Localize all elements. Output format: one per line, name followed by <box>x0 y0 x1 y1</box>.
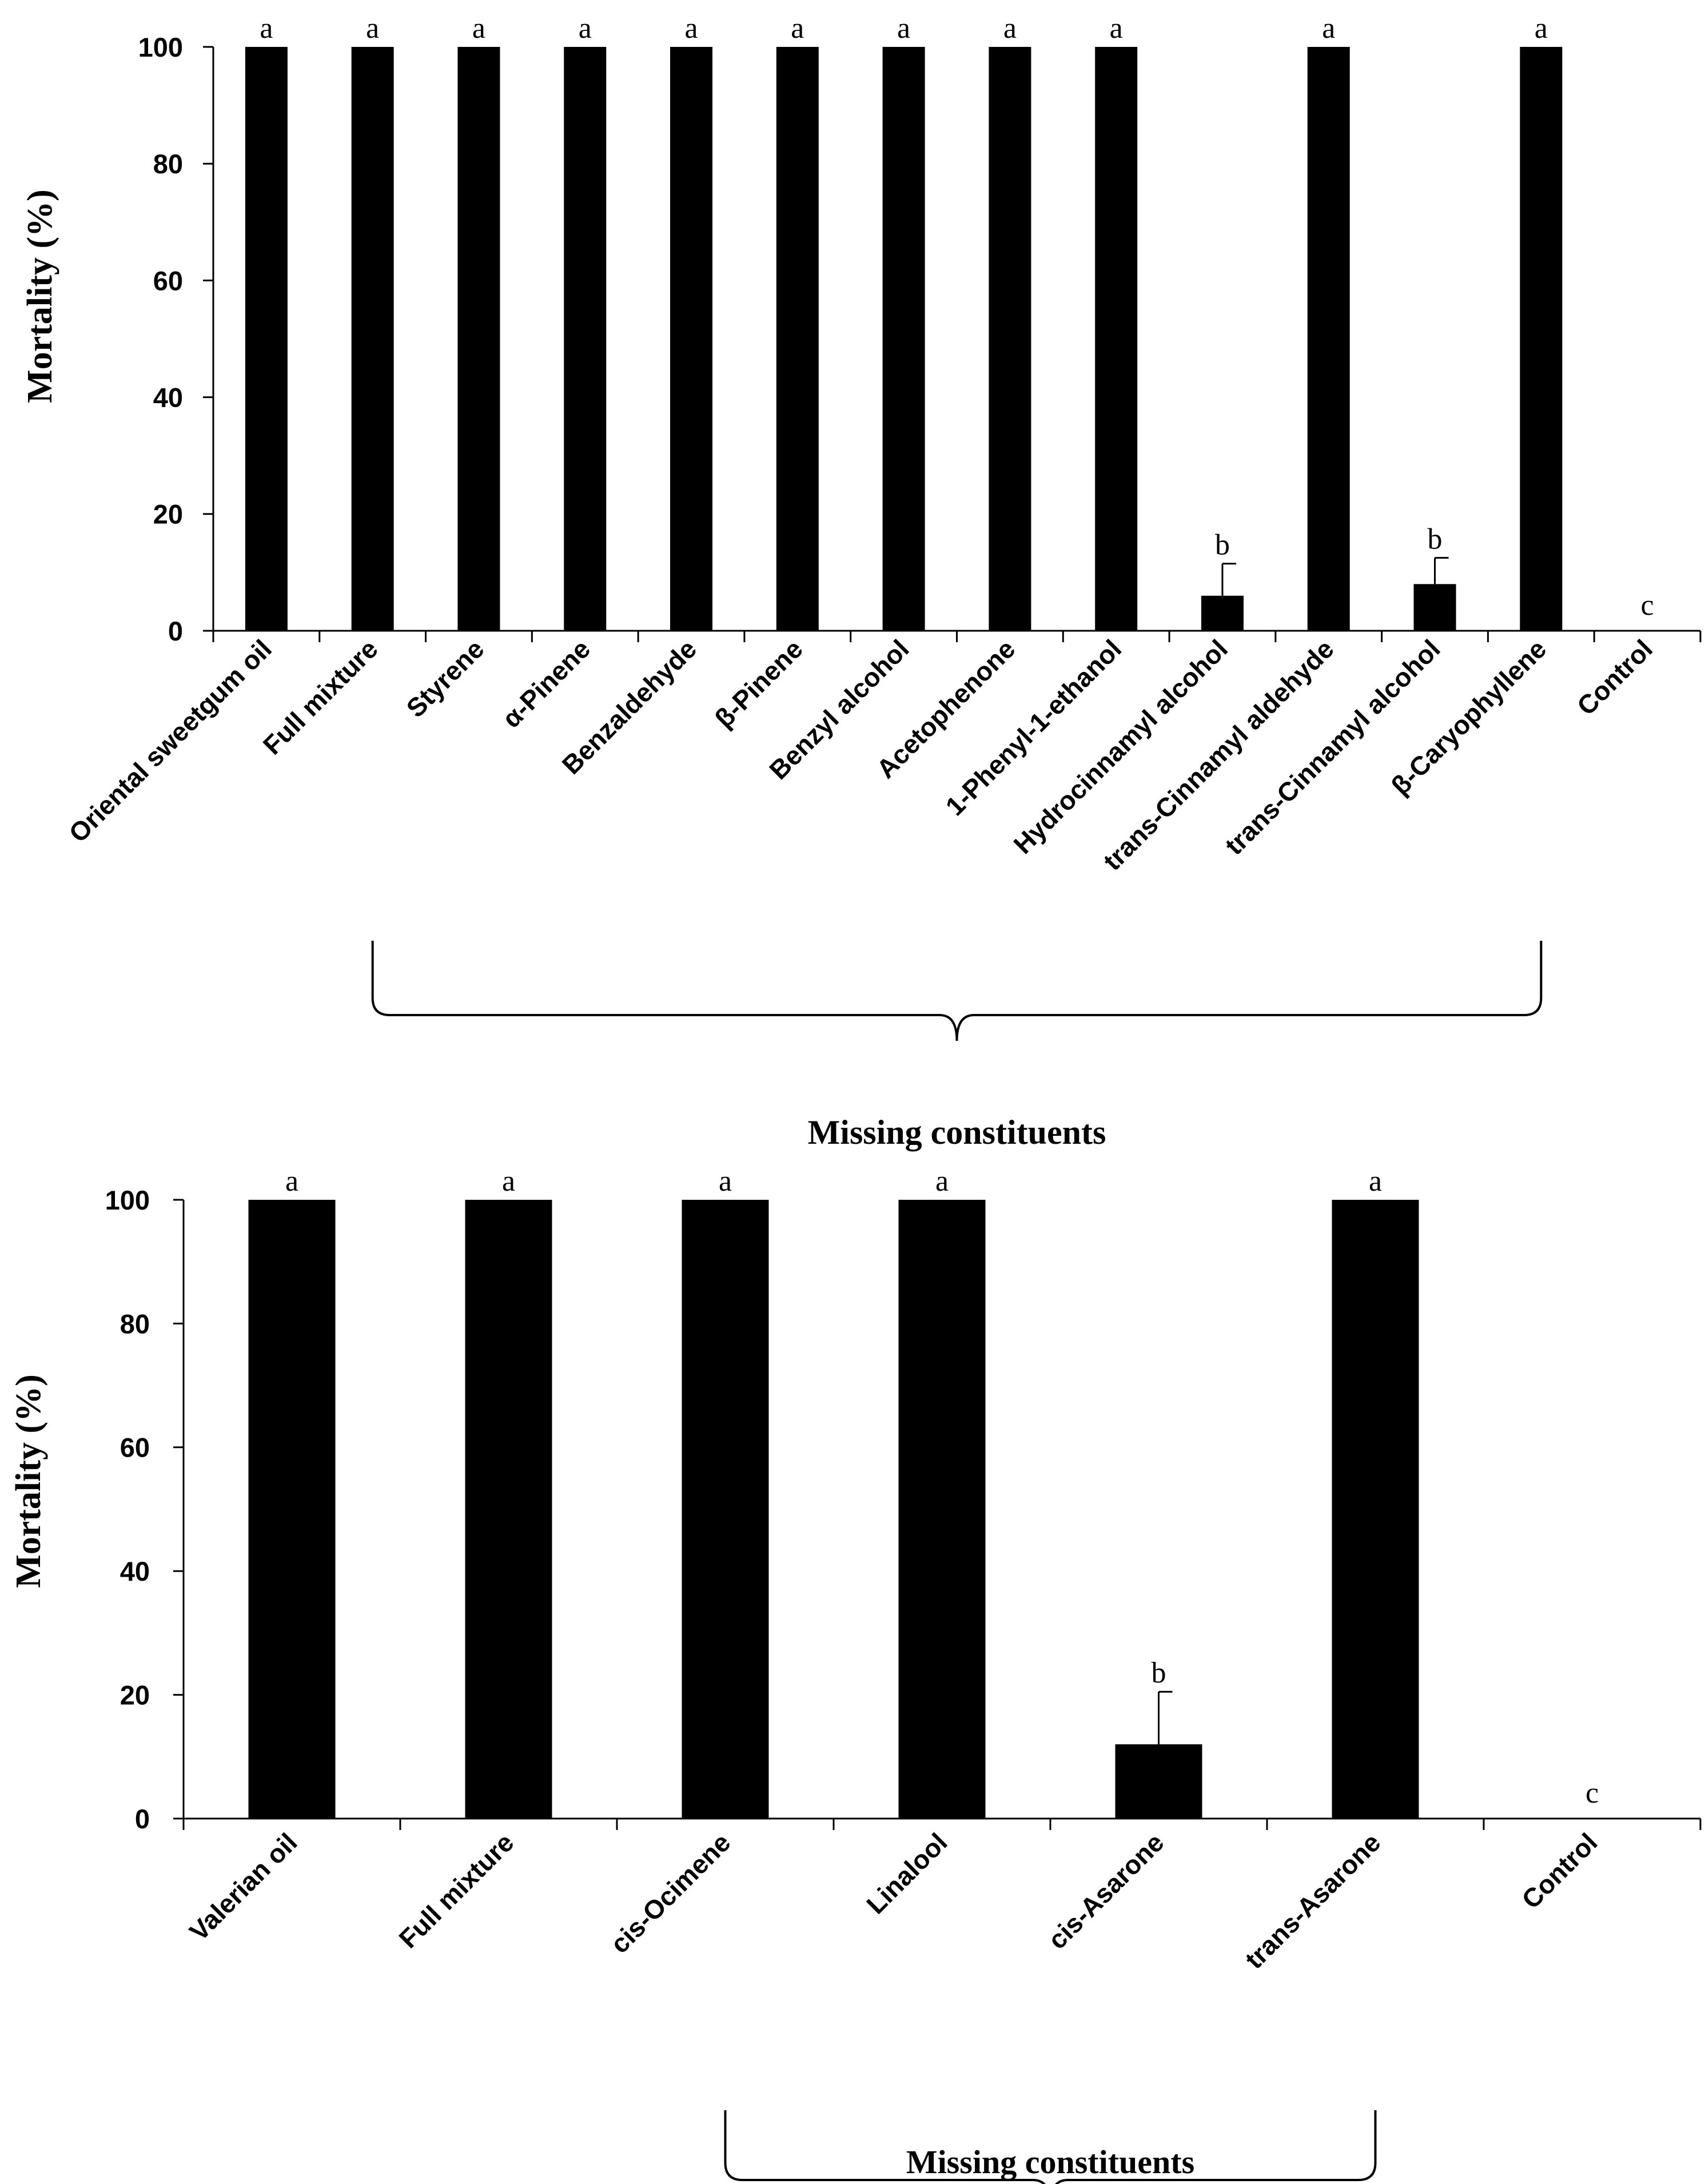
significance-label: b <box>1152 1657 1166 1689</box>
category-label: Styrene <box>400 634 489 723</box>
significance-label: a <box>684 12 698 45</box>
y-axis-label: Mortality (%) <box>21 189 59 403</box>
bar <box>1201 595 1244 631</box>
chart-bottom: 0 20 40 60 80 100 Mortality (%) a Valerian oil a F… <box>9 1165 1702 2184</box>
category-label: Control <box>1571 634 1658 721</box>
significance-label: a <box>285 1165 298 1198</box>
significance-label: a <box>366 12 379 45</box>
bar <box>670 47 713 631</box>
y-tick-label: 60 <box>153 265 183 296</box>
bar <box>1115 1744 1202 1819</box>
significance-label: a <box>472 12 485 45</box>
bar <box>882 47 925 631</box>
significance-label: c <box>1586 1777 1599 1809</box>
significance-label: a <box>897 12 910 45</box>
y-tick-label: 20 <box>120 1680 150 1710</box>
category-label: Oriental sweetgum oil <box>63 634 277 848</box>
significance-label: b <box>1215 529 1230 562</box>
x-axis-label: Missing constituents <box>906 2143 1194 2181</box>
bar <box>898 1200 986 1819</box>
bracket <box>724 2110 1377 2184</box>
y-tick-label: 20 <box>153 499 183 530</box>
bar <box>1520 47 1563 631</box>
category-label: Full mixture <box>257 634 384 760</box>
category-label: α-Pinene <box>496 634 596 733</box>
category-label: Valerian oil <box>184 1827 303 1947</box>
significance-label: a <box>719 1165 732 1198</box>
bar <box>1095 47 1138 631</box>
significance-label: a <box>502 1165 515 1198</box>
bar <box>245 47 288 631</box>
bar <box>1332 1200 1419 1819</box>
y-tick-label: 40 <box>153 383 183 413</box>
category-label: Full mixture <box>393 1827 519 1954</box>
y-tick-label: 40 <box>120 1556 150 1586</box>
category-label: β-Pinene <box>709 634 808 733</box>
y-tick-label: 80 <box>153 149 183 179</box>
y-axis-label: Mortality (%) <box>9 1374 48 1588</box>
bar <box>1413 584 1456 631</box>
significance-label: a <box>1369 1165 1382 1198</box>
bar <box>457 47 500 631</box>
category-label: cis-Asarone <box>1042 1827 1170 1955</box>
y-tick-label: 0 <box>168 616 183 646</box>
significance-label: a <box>1535 12 1548 45</box>
category-label: Linalool <box>861 1827 953 1919</box>
category-label: cis-Ocimene <box>604 1827 736 1959</box>
bar <box>989 47 1031 631</box>
bar <box>564 47 607 631</box>
bracket <box>371 941 1543 1041</box>
category-label: trans-Asarone <box>1239 1827 1386 1974</box>
bar <box>465 1200 552 1819</box>
y-tick-label: 80 <box>120 1308 150 1339</box>
bar <box>776 47 819 631</box>
y-tick-label: 60 <box>120 1433 150 1463</box>
significance-label: a <box>1110 12 1123 45</box>
significance-label: a <box>935 1165 949 1198</box>
y-tick-label: 100 <box>138 32 183 62</box>
chart-top: 0 20 40 60 80 100 Mortality (%) a Oriental sweet… <box>21 12 1702 1151</box>
significance-label: a <box>260 12 273 45</box>
x-axis-label: Missing constituents <box>808 1113 1106 1151</box>
significance-label: a <box>1322 12 1335 45</box>
significance-label: b <box>1428 523 1443 555</box>
bar <box>682 1200 769 1819</box>
significance-label: a <box>1003 12 1017 45</box>
category-label: Control <box>1516 1827 1603 1914</box>
y-tick-label: 0 <box>135 1804 150 1834</box>
significance-label: a <box>579 12 592 45</box>
bar <box>351 47 394 631</box>
bar <box>1307 47 1350 631</box>
significance-label: a <box>791 12 804 45</box>
category-label: Hydrocinnamyl alcohol <box>1007 634 1233 860</box>
significance-label: c <box>1641 589 1654 622</box>
y-tick-label: 100 <box>105 1185 150 1215</box>
category-label: 1-Phenyl-1-ethanol <box>939 634 1127 821</box>
bar <box>248 1200 336 1819</box>
category-label: trans-Cinnamyl alcohol <box>1219 634 1445 860</box>
